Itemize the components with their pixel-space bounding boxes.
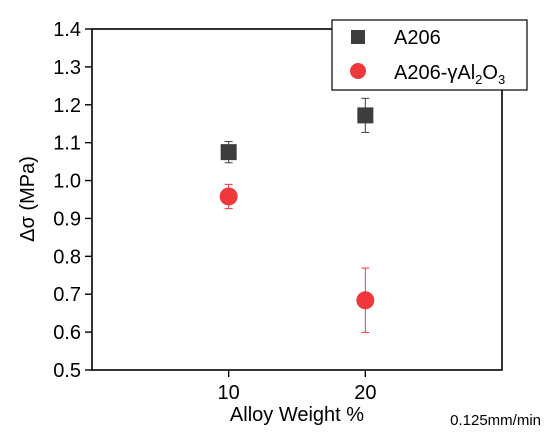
legend-label-a206-al2o3: A206-γAl2O3 — [394, 62, 505, 87]
legend-marker-a206 — [351, 30, 365, 44]
data-point-a206-al2o3 — [219, 187, 238, 206]
data-point-a206-al2o3 — [356, 291, 375, 310]
y-tick-label: 0.5 — [53, 360, 81, 382]
legend: A206 A206-γAl2O3 — [331, 19, 528, 91]
plot-frame — [91, 28, 503, 371]
y-tick-label: 0.7 — [53, 284, 81, 306]
y-tick-label: 1.3 — [53, 57, 81, 79]
y-tick-label: 1.4 — [53, 19, 81, 41]
x-axis-ticks: 10 20 — [218, 370, 376, 404]
y-tick-label: 0.6 — [53, 322, 81, 344]
y-tick-label: 1.1 — [53, 133, 81, 155]
legend-label-a206: A206 — [394, 27, 441, 49]
y-tick-label: 0.9 — [53, 208, 81, 230]
x-tick-label: 10 — [218, 382, 240, 404]
y-tick-label: 0.8 — [53, 246, 81, 268]
x-tick-label: 20 — [354, 382, 376, 404]
error-bars — [224, 97, 370, 333]
y-tick-label: 1.2 — [53, 95, 81, 117]
legend-marker-a206-al2o3 — [350, 63, 366, 79]
data-point-a206 — [357, 107, 374, 124]
rate-note: 0.125mm/min — [450, 412, 541, 429]
data-markers — [219, 107, 375, 310]
y-axis-title: Δσ (MPa) — [17, 156, 39, 242]
y-axis-ticks: 0.5 0.6 0.7 0.8 0.9 1.0 1.1 1.2 1.3 1.4 — [53, 19, 92, 382]
y-tick-label: 1.0 — [53, 171, 81, 193]
data-point-a206 — [220, 144, 237, 161]
x-axis-title: Alloy Weight % — [230, 404, 364, 426]
